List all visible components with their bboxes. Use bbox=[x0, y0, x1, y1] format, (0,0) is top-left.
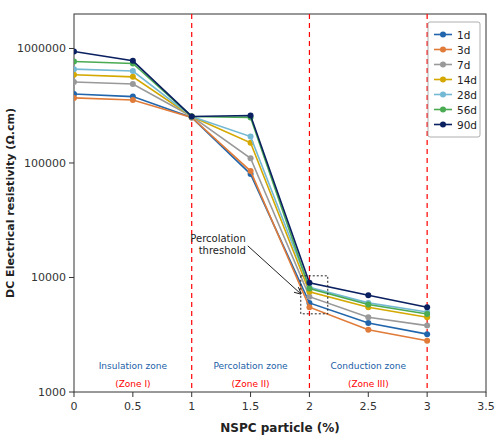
legend-label: 3d bbox=[457, 44, 470, 56]
plot-frame bbox=[74, 14, 486, 392]
plot-area bbox=[74, 14, 430, 392]
data-point bbox=[306, 304, 312, 310]
data-point bbox=[189, 113, 195, 119]
data-point bbox=[189, 113, 195, 119]
series-line bbox=[74, 69, 427, 312]
data-point bbox=[365, 320, 371, 326]
zone-label: (Zone III) bbox=[348, 379, 389, 389]
series-line bbox=[74, 82, 427, 326]
legend-label: 1d bbox=[457, 29, 470, 41]
legend-swatch bbox=[440, 47, 446, 53]
legend-swatch bbox=[440, 122, 446, 128]
legend-label: 7d bbox=[457, 59, 470, 71]
data-point bbox=[189, 113, 195, 119]
legend-swatch bbox=[440, 62, 446, 68]
y-tick-label: 10000 bbox=[31, 271, 66, 284]
data-point bbox=[248, 112, 254, 118]
y-tick-label: 1000000 bbox=[17, 42, 66, 55]
data-point bbox=[74, 66, 77, 72]
legend-swatch bbox=[440, 107, 446, 113]
data-point bbox=[424, 304, 430, 310]
data-point bbox=[189, 114, 195, 120]
x-tick-label: 1.5 bbox=[242, 400, 260, 413]
data-point bbox=[130, 81, 136, 87]
data-point bbox=[365, 302, 371, 308]
annotation-text: Percolationthreshold bbox=[190, 233, 245, 256]
data-point bbox=[365, 314, 371, 320]
data-point bbox=[306, 280, 312, 286]
x-tick bbox=[309, 392, 310, 397]
x-axis-label: NSPC particle (%) bbox=[220, 421, 339, 435]
data-point bbox=[306, 286, 312, 292]
y-tick bbox=[69, 48, 74, 49]
x-tick bbox=[191, 392, 192, 397]
x-tick bbox=[368, 392, 369, 397]
data-point bbox=[424, 331, 430, 337]
x-tick bbox=[250, 392, 251, 397]
legend-frame bbox=[428, 22, 480, 137]
legend-label: 90d bbox=[457, 119, 477, 131]
data-point bbox=[130, 74, 136, 80]
data-point bbox=[248, 155, 254, 161]
data-point bbox=[189, 113, 195, 119]
x-tick-label: 3 bbox=[424, 400, 431, 413]
legend-swatch bbox=[440, 77, 446, 83]
legend-label: 56d bbox=[457, 104, 477, 116]
y-axis-label: DC Electrical resistivity (Ω.cm) bbox=[4, 108, 17, 298]
zone-label: Conduction zone bbox=[331, 361, 407, 371]
series-line bbox=[74, 52, 427, 308]
legend-label: 28d bbox=[457, 89, 477, 101]
y-tick-label: 100000 bbox=[24, 157, 66, 170]
data-point bbox=[424, 338, 430, 344]
zone-label: Insulation zone bbox=[99, 361, 168, 371]
data-point bbox=[130, 68, 136, 74]
data-point bbox=[424, 311, 430, 317]
data-point bbox=[130, 97, 136, 103]
data-point bbox=[365, 327, 371, 333]
data-point bbox=[248, 134, 254, 140]
series-line bbox=[74, 61, 427, 314]
x-tick-label: 1 bbox=[188, 400, 195, 413]
series-line bbox=[74, 75, 427, 317]
data-point bbox=[74, 49, 77, 55]
annotation-arrow bbox=[248, 246, 301, 294]
y-tick bbox=[69, 162, 74, 163]
data-point bbox=[189, 113, 195, 119]
zone-label: Percolation zone bbox=[213, 361, 288, 371]
zone-label: (Zone II) bbox=[232, 379, 270, 389]
reference-line bbox=[309, 14, 310, 392]
data-point bbox=[189, 114, 195, 120]
legend: 1d 3d 7d 14d 28d 56d 90d bbox=[428, 22, 480, 137]
x-tick-label: 2.5 bbox=[360, 400, 378, 413]
data-point bbox=[74, 79, 77, 85]
data-point bbox=[74, 72, 77, 78]
x-tick-label: 0.5 bbox=[124, 400, 142, 413]
data-point bbox=[130, 58, 136, 64]
y-tick-label: 1000 bbox=[38, 386, 66, 399]
data-point bbox=[365, 292, 371, 298]
data-point bbox=[74, 58, 77, 64]
reference-line bbox=[191, 14, 192, 392]
zone-label: (Zone I) bbox=[115, 379, 150, 389]
legend-swatch bbox=[440, 92, 446, 98]
x-tick-label: 2 bbox=[306, 400, 313, 413]
legend-label: 14d bbox=[457, 74, 477, 86]
highlight-box bbox=[301, 276, 328, 314]
x-tick bbox=[74, 392, 75, 397]
x-tick-label: 0 bbox=[71, 400, 78, 413]
data-point bbox=[74, 95, 77, 101]
x-tick bbox=[486, 392, 487, 397]
legend-swatch bbox=[440, 32, 446, 38]
x-tick bbox=[132, 392, 133, 397]
x-tick-label: 3.5 bbox=[477, 400, 495, 413]
y-tick bbox=[69, 277, 74, 278]
data-point bbox=[424, 323, 430, 329]
data-point bbox=[248, 168, 254, 174]
y-tick bbox=[69, 392, 74, 393]
series-line bbox=[74, 94, 427, 334]
chart: 0 0.5 1 1.5 2 2.5 3 3.5 1000 10000 100000 1000000 NS… bbox=[0, 0, 500, 444]
x-tick bbox=[427, 392, 428, 397]
